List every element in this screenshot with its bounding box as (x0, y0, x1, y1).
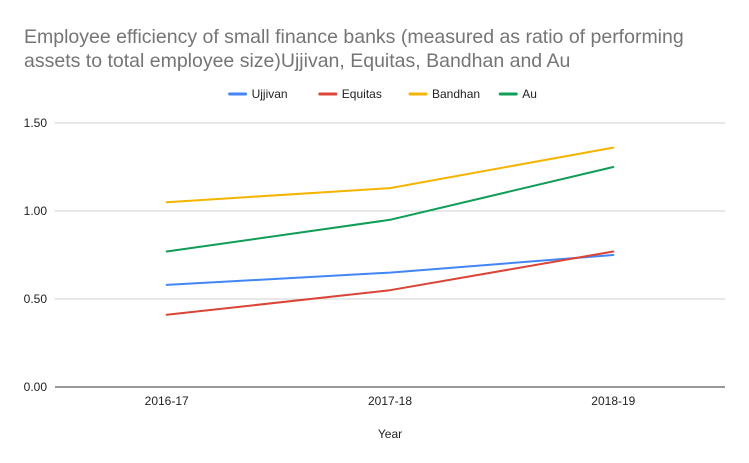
series-line-au (165, 166, 615, 253)
series-line-bandhan (165, 146, 615, 204)
legend-label: Equitas (342, 87, 382, 101)
gridlines (55, 122, 725, 388)
y-axis-ticks: 0.00 0.50 1.00 1.50 (24, 116, 48, 394)
y-tick-label: 0.50 (24, 292, 48, 306)
series-line-ujjivan (165, 254, 615, 286)
y-tick-label: 1.50 (24, 116, 48, 130)
chart-title-line-1: Employee efficiency of small finance ban… (24, 26, 684, 48)
legend-label: Ujjivan (252, 87, 288, 101)
legend-label: Au (522, 87, 537, 101)
y-tick-label: 0.00 (24, 380, 48, 394)
x-tick-label: 2016-17 (145, 394, 189, 408)
x-axis-ticks: 2016-17 2017-18 2018-19 (145, 394, 636, 408)
x-tick-label: 2017-18 (368, 394, 412, 408)
legend-label: Bandhan (432, 87, 480, 101)
y-tick-label: 1.00 (24, 204, 48, 218)
series-lines (165, 146, 615, 316)
chart-title: Employee efficiency of small finance ban… (24, 26, 684, 72)
x-tick-label: 2018-19 (591, 394, 635, 408)
legend: Ujjivan Equitas Bandhan Au (228, 87, 537, 101)
chart-title-line-2: assets to total employee size)Ujjivan, E… (24, 50, 570, 72)
x-axis-title: Year (378, 427, 402, 441)
series-line-equitas (165, 250, 615, 316)
